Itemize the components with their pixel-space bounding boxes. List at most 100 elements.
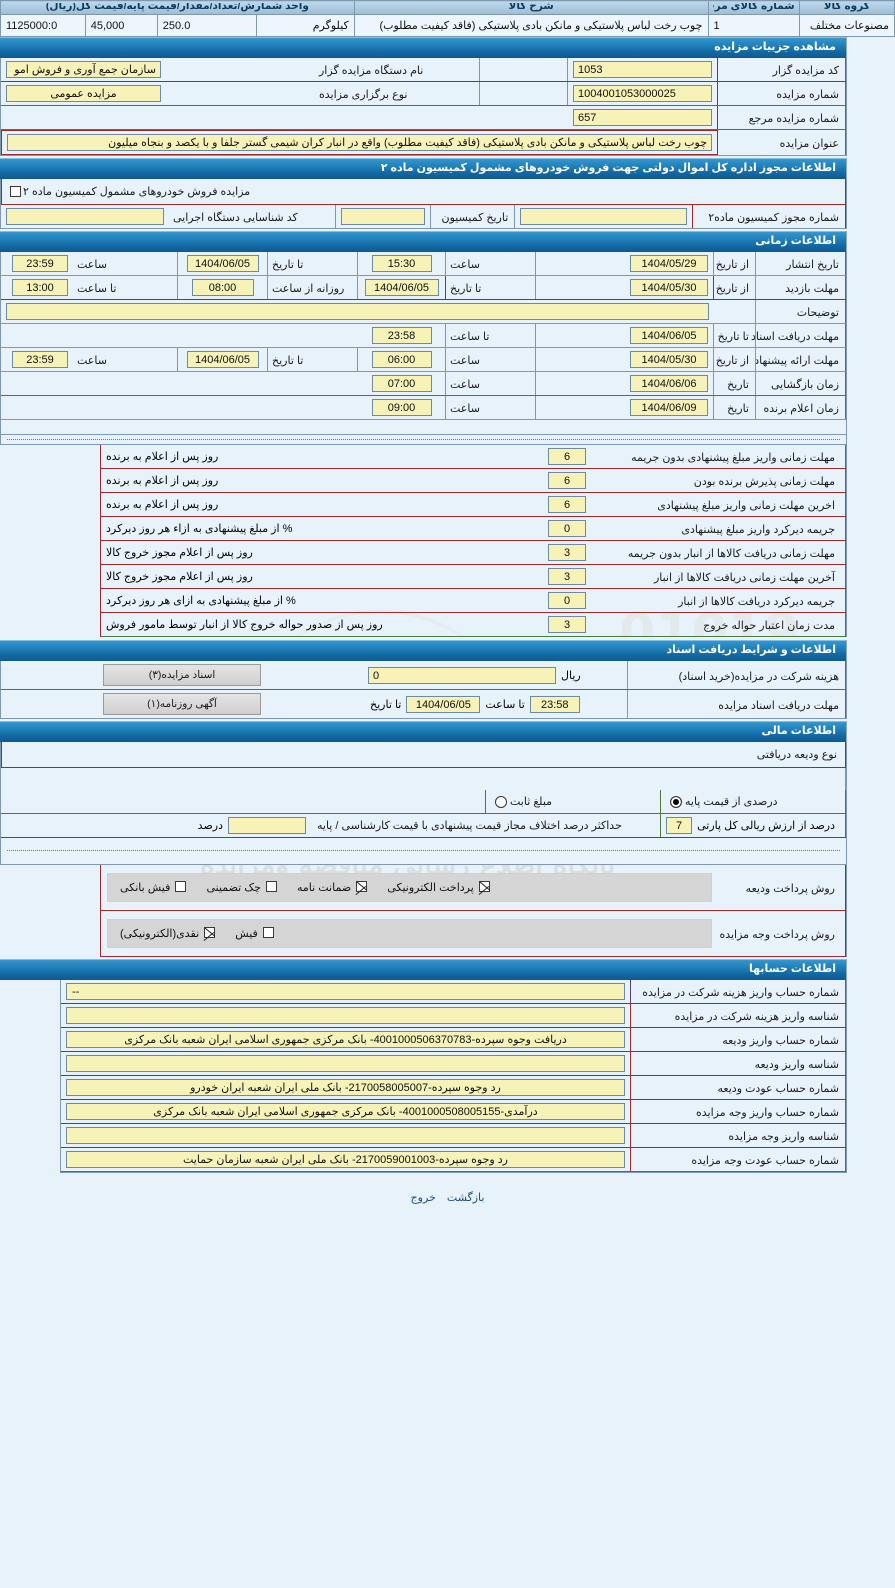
account-value-field[interactable] (66, 1127, 625, 1144)
percent-value-label: درصد از ارزش ریالی کل پارتی (697, 820, 835, 832)
publish-from-time-field[interactable]: 15:30 (371, 255, 432, 272)
account-value-field[interactable]: رد وجوه سپرده-2170059001003- بانک ملی ای… (66, 1151, 625, 1168)
auction-documents-button[interactable]: اسناد مزایده(۳) (103, 664, 261, 686)
financial-dotted-separator (1, 838, 846, 864)
account-value-field[interactable]: درآمدی-4001000508005155- بانک مرکزی جمهو… (66, 1103, 625, 1120)
newspaper-ad-button[interactable]: آگهی روزنامه(۱) (103, 693, 261, 715)
participation-fee-field[interactable]: 0 (368, 666, 556, 684)
deposit-option-guarantee[interactable]: ضمانت نامه (297, 881, 369, 894)
bid-to-date-field[interactable]: 1404/06/05 (186, 351, 259, 368)
row-deposit-spacer (1, 768, 846, 790)
visit-daily-to-field[interactable]: 13:00 (12, 279, 68, 296)
label-to-date-2: تا تاریخ (446, 276, 536, 299)
bid-to-time-field[interactable]: 23:59 (12, 351, 68, 368)
section-header-doc-terms: اطلاعات و شرایط دریافت اسناد (0, 640, 847, 661)
penalty-value-field[interactable]: 0 (548, 592, 586, 609)
account-label: شماره حساب عودت وجه مزایده (631, 1148, 846, 1171)
publish-from-date-field[interactable]: 1404/05/29 (630, 255, 708, 272)
deposit-mode-percent[interactable]: درصدی از قیمت پایه (661, 790, 846, 813)
label-hour-6: ساعت (446, 396, 536, 419)
auction-receipt-label: فیش (235, 928, 258, 940)
penalty-unit: روز پس از اعلام به برنده (106, 499, 219, 511)
auction-number-field[interactable]: 1004001053000025 (573, 85, 712, 102)
publish-to-time-field[interactable]: 23:59 (12, 255, 68, 272)
penalty-label: مهلت زمانی واریز مبلغ پیشنهادی بدون جریم… (591, 445, 846, 468)
notes-field[interactable] (6, 303, 709, 320)
penalty-value-field[interactable]: 3 (548, 544, 586, 561)
row-auction-code: کد مزایده گزار 1053 نام دستگاه مزایده گز… (1, 58, 846, 82)
auction-option-receipt[interactable]: فیش (235, 927, 276, 940)
label-to-hour-1: تا ساعت (73, 276, 178, 299)
section-header-accounts-info: اطلاعات حسابها (0, 959, 847, 980)
exit-link[interactable]: خروج (410, 1192, 436, 1204)
account-value-field[interactable]: دریافت وجوه سپرده-4001000506370783- بانک… (66, 1031, 625, 1048)
deposit-cheque-checkbox[interactable] (265, 881, 277, 892)
deposit-option-bank-receipt[interactable]: فیش بانکی (120, 881, 188, 894)
auction-ref-number-field[interactable]: 657 (573, 109, 712, 126)
col-description: شرح کالا (353, 0, 709, 15)
auction-code-field[interactable]: 1053 (573, 61, 712, 78)
account-label: شناسه واریز وجه مزایده (631, 1124, 846, 1147)
docs-deadline-date-field[interactable]: 1404/06/05 (630, 327, 708, 344)
docs-receipt-date-field[interactable]: 1404/06/05 (406, 695, 481, 713)
cell-unit: کیلوگرم (256, 14, 355, 37)
auction-type-field[interactable]: مزایده عمومی (6, 85, 161, 102)
row-publish-date: تاریخ انتشار از تاریخ 1404/05/29 ساعت 15… (1, 252, 846, 276)
bid-from-time-field[interactable]: 06:00 (371, 351, 432, 368)
cell-ref-no: 1 (707, 14, 800, 37)
account-value-field[interactable]: -- (66, 983, 625, 1000)
vehicle-commission-checkbox[interactable] (10, 186, 21, 197)
auction-receipt-checkbox[interactable] (262, 927, 274, 938)
account-value-field[interactable]: رد وجوه سپرده-2170058005007- بانک ملی ای… (66, 1079, 625, 1096)
penalty-value-field[interactable]: 0 (548, 520, 586, 537)
auction-payment-options: فیش نقدی(الکترونیکی) (107, 919, 712, 948)
docs-deadline-time-field[interactable]: 23:58 (371, 327, 432, 344)
auction-title-field[interactable]: چوب رخت لباس پلاستیکی و مانکن بادی پلاست… (7, 134, 712, 151)
penalty-row: جریمه دیرکرد دریافت کالاها از انبار 0 % … (101, 589, 846, 613)
agency-code-field[interactable] (6, 208, 164, 225)
penalties-list: مهلت زمانی واریز مبلغ پیشنهادی بدون جریم… (101, 445, 846, 637)
label-to-hour-2: تا ساعت (446, 324, 536, 347)
opening-date-field[interactable]: 1404/06/06 (630, 375, 708, 392)
deposit-cheque-label: چک تضمینی (206, 882, 261, 894)
penalty-value-field[interactable]: 3 (548, 616, 586, 633)
penalty-value-field[interactable]: 6 (548, 448, 586, 465)
percent-of-base-radio[interactable] (670, 795, 682, 808)
percent-value-field[interactable]: 7 (666, 817, 693, 834)
auction-cash-electronic-checkbox[interactable] (204, 927, 216, 938)
penalty-value-field[interactable]: 6 (548, 472, 586, 489)
section-header-vehicle-permit: اطلاعات مجوز اداره کل اموال دولتی جهت فر… (0, 158, 847, 179)
max-diff-field[interactable] (228, 817, 306, 834)
winner-time-field[interactable]: 09:00 (371, 399, 432, 416)
penalty-value-field[interactable]: 3 (548, 568, 586, 585)
visit-to-date-field[interactable]: 1404/06/05 (364, 279, 439, 296)
opening-time-field[interactable]: 07:00 (371, 375, 432, 392)
deposit-electronic-checkbox[interactable] (478, 881, 490, 892)
label-hour-4: ساعت (73, 348, 178, 371)
publish-to-date-field[interactable]: 1404/06/05 (186, 255, 259, 272)
account-label: شماره حساب واریز ودیعه (631, 1028, 846, 1051)
spacer-c (1, 106, 568, 129)
deposit-option-cheque[interactable]: چک تضمینی (206, 881, 279, 894)
auction-org-field[interactable]: سازمان جمع آوری و فروش امو (6, 61, 161, 78)
account-value-field[interactable] (66, 1055, 625, 1072)
winner-date-field[interactable]: 1404/06/09 (630, 399, 708, 416)
permit-no-field[interactable] (520, 208, 688, 225)
account-value-field[interactable] (66, 1007, 625, 1024)
deposit-mode-fixed[interactable]: مبلغ ثابت (486, 790, 661, 813)
spacer-d (1, 324, 358, 347)
deposit-option-electronic[interactable]: پرداخت الکترونیکی (387, 881, 492, 894)
auction-option-cash-electronic[interactable]: نقدی(الکترونیکی) (120, 927, 217, 940)
back-link[interactable]: بازگشت (446, 1192, 485, 1204)
account-label: شناسه واریز هزینه شرکت در مزایده (631, 1004, 846, 1027)
visit-daily-from-field[interactable]: 08:00 (191, 279, 254, 296)
visit-from-date-field[interactable]: 1404/05/30 (630, 279, 708, 296)
bid-from-date-field[interactable]: 1404/05/30 (630, 351, 708, 368)
commission-date-field[interactable] (341, 208, 426, 225)
label-max-diff: حداکثر درصد اختلاف مجاز قیمت پیشنهادی با… (311, 814, 661, 837)
penalty-value-field[interactable]: 6 (548, 496, 586, 513)
deposit-bank-receipt-checkbox[interactable] (175, 881, 187, 892)
fixed-amount-radio[interactable] (495, 795, 507, 808)
docs-receipt-time-field[interactable]: 23:58 (529, 695, 580, 713)
deposit-guarantee-checkbox[interactable] (356, 881, 368, 892)
